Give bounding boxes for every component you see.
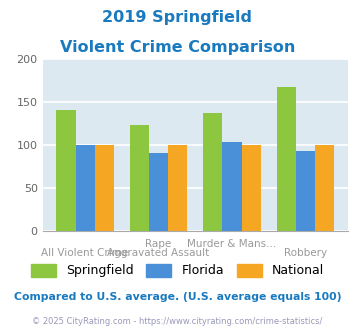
Bar (203, 114, 223, 231)
Bar (76, 145, 95, 231)
Bar (277, 87, 296, 231)
Bar (149, 153, 168, 231)
Bar (56, 110, 76, 231)
Bar (95, 145, 114, 231)
Text: Murder & Mans...: Murder & Mans... (187, 239, 277, 249)
Bar (241, 145, 261, 231)
Text: 2019 Springfield: 2019 Springfield (103, 10, 252, 25)
Legend: Springfield, Florida, National: Springfield, Florida, National (26, 259, 329, 282)
Text: All Violent Crime: All Violent Crime (42, 248, 129, 258)
Text: Compared to U.S. average. (U.S. average equals 100): Compared to U.S. average. (U.S. average … (14, 292, 341, 302)
Bar (296, 151, 315, 231)
Bar (315, 145, 334, 231)
Text: Aggravated Assault: Aggravated Assault (108, 248, 210, 258)
Text: Violent Crime Comparison: Violent Crime Comparison (60, 40, 295, 54)
Bar (223, 142, 241, 231)
Text: Robbery: Robbery (284, 248, 327, 258)
Text: Rape: Rape (146, 239, 172, 249)
Text: © 2025 CityRating.com - https://www.cityrating.com/crime-statistics/: © 2025 CityRating.com - https://www.city… (32, 317, 323, 326)
Bar (130, 125, 149, 231)
Bar (168, 145, 187, 231)
